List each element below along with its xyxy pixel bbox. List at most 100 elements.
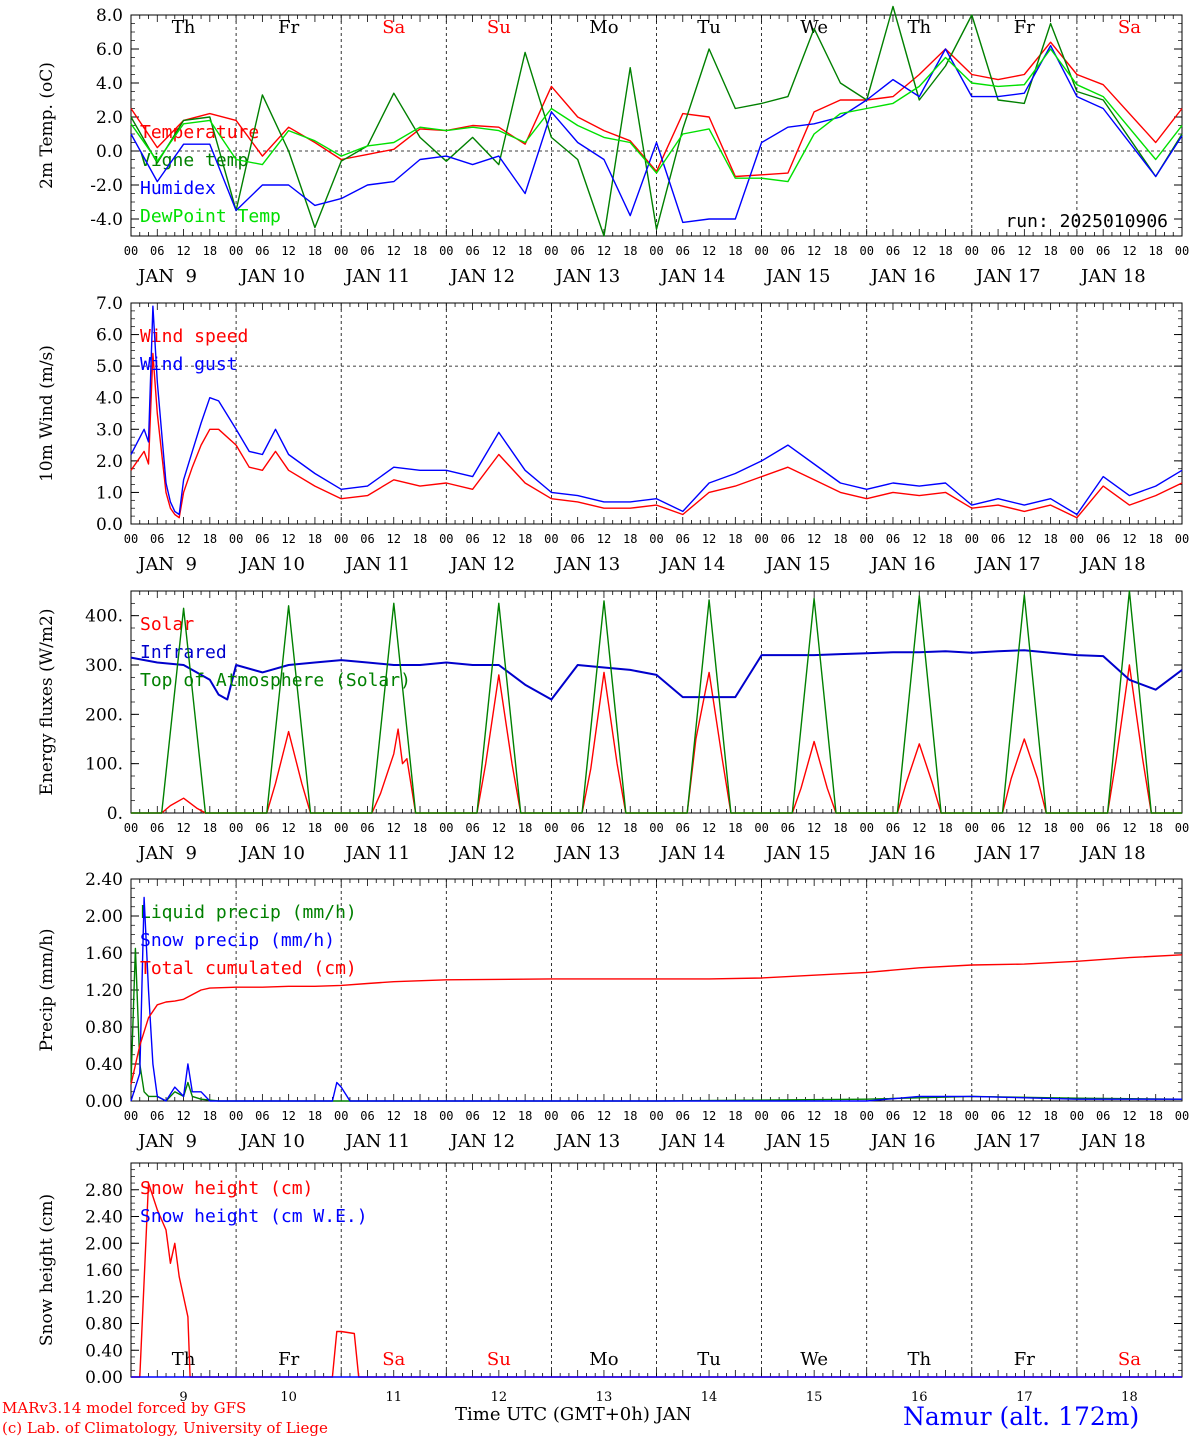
x-tick-label: 00 bbox=[649, 532, 663, 546]
date-label: JAN 13 bbox=[554, 843, 621, 864]
x-tick-label: 06 bbox=[781, 532, 795, 546]
weekday-label: Sa bbox=[1118, 1349, 1141, 1370]
x-tick-label: 00 bbox=[439, 532, 453, 546]
weekday-label: Fr bbox=[1014, 17, 1035, 38]
series-line bbox=[130, 5, 1183, 237]
y-tick-label: 0.00 bbox=[85, 1368, 123, 1388]
x-tick-label: 06 bbox=[570, 532, 584, 546]
x-tick-label: 00 bbox=[859, 821, 873, 835]
x-tick-label: 12 bbox=[912, 821, 926, 835]
date-label: JAN 13 bbox=[554, 1131, 621, 1152]
date-label: JAN 15 bbox=[764, 554, 831, 575]
x-tick-label: 06 bbox=[150, 821, 164, 835]
date-label: JAN 18 bbox=[1079, 554, 1146, 575]
x-tick-label: 00 bbox=[649, 821, 663, 835]
x-tick-label: 06 bbox=[886, 532, 900, 546]
x-tick-label: 00 bbox=[1175, 821, 1189, 835]
y-tick-label: 8.0 bbox=[96, 6, 123, 26]
date-label: JAN 11 bbox=[343, 843, 410, 864]
x-tick-label: 18 bbox=[623, 821, 637, 835]
x-tick-label: 18 bbox=[413, 244, 427, 258]
x-tick-label: 06 bbox=[886, 244, 900, 258]
x-tick-label: 00 bbox=[1175, 532, 1189, 546]
y-tick-label: 0. bbox=[107, 804, 123, 824]
x-tick-label: 00 bbox=[229, 821, 243, 835]
x-tick-label: 06 bbox=[150, 1109, 164, 1123]
date-label: JAN 12 bbox=[449, 266, 516, 287]
series-line bbox=[130, 896, 1182, 1102]
day-number-label: 17 bbox=[1016, 1390, 1033, 1405]
x-tick-label: 12 bbox=[702, 1109, 716, 1123]
y-tick-label: -4.0 bbox=[90, 210, 123, 230]
day-number-label: 18 bbox=[1121, 1390, 1138, 1405]
date-label: JAN 17 bbox=[974, 554, 1041, 575]
series-line bbox=[130, 305, 1183, 516]
x-tick-label: 00 bbox=[1070, 821, 1084, 835]
x-tick-label: 18 bbox=[518, 1109, 532, 1123]
x-tick-label: 06 bbox=[991, 1109, 1005, 1123]
x-tick-label: 06 bbox=[676, 244, 690, 258]
x-tick-label: 00 bbox=[439, 821, 453, 835]
weekday-label: Sa bbox=[1118, 17, 1141, 38]
x-tick-label: 18 bbox=[1043, 532, 1057, 546]
date-label: JAN 14 bbox=[659, 266, 726, 287]
y-tick-label: 100. bbox=[85, 755, 123, 775]
x-tick-label: 06 bbox=[360, 244, 374, 258]
x-tick-label: 18 bbox=[518, 532, 532, 546]
series-line bbox=[130, 48, 1183, 183]
weekday-label: Th bbox=[172, 1349, 196, 1370]
date-label: JAN 17 bbox=[974, 266, 1041, 287]
date-label: JAN 16 bbox=[869, 266, 936, 287]
y-tick-label: 300. bbox=[85, 656, 123, 676]
x-tick-label: 12 bbox=[492, 532, 506, 546]
x-tick-label: 06 bbox=[886, 1109, 900, 1123]
x-tick-label: 00 bbox=[649, 244, 663, 258]
x-tick-label: 00 bbox=[754, 1109, 768, 1123]
x-tick-label: 18 bbox=[308, 532, 322, 546]
x-tick-label: 00 bbox=[439, 244, 453, 258]
legend-entry: Total cumulated (cm) bbox=[140, 958, 357, 979]
y-tick-label: 2.80 bbox=[85, 1181, 123, 1201]
date-label: JAN 10 bbox=[238, 843, 305, 864]
legend-entry: Vigne temp bbox=[140, 150, 248, 171]
x-tick-label: 00 bbox=[859, 532, 873, 546]
x-tick-label: 06 bbox=[886, 821, 900, 835]
run-label: run: 2025010906 bbox=[1005, 211, 1168, 232]
x-tick-label: 06 bbox=[255, 244, 269, 258]
y-tick-label: 6.0 bbox=[96, 40, 123, 60]
x-tick-label: 12 bbox=[1122, 821, 1136, 835]
y-tick-label: 1.60 bbox=[85, 944, 123, 964]
date-label: JAN 9 bbox=[136, 554, 197, 575]
y-axis-label: Energy fluxes (W/m2) bbox=[37, 609, 57, 796]
x-tick-label: 18 bbox=[203, 244, 217, 258]
x-tick-label: 06 bbox=[570, 1109, 584, 1123]
x-tick-label: 00 bbox=[859, 1109, 873, 1123]
y-tick-label: 2.0 bbox=[96, 452, 123, 472]
x-tick-label: 00 bbox=[754, 821, 768, 835]
day-number-label: 10 bbox=[280, 1390, 297, 1405]
footer-model: MARv3.14 model forced by GFS bbox=[2, 1399, 247, 1417]
y-tick-label: 3.0 bbox=[96, 420, 123, 440]
day-number-label: 9 bbox=[179, 1390, 187, 1405]
x-tick-label: 18 bbox=[1043, 244, 1057, 258]
x-tick-label: 00 bbox=[334, 532, 348, 546]
x-tick-label: 06 bbox=[465, 1109, 479, 1123]
x-tick-label: 12 bbox=[807, 821, 821, 835]
x-tick-label: 06 bbox=[991, 532, 1005, 546]
x-tick-label: 06 bbox=[360, 821, 374, 835]
x-tick-label: 12 bbox=[1017, 821, 1031, 835]
x-tick-label: 18 bbox=[1043, 1109, 1057, 1123]
y-tick-label: 0.80 bbox=[85, 1018, 123, 1038]
x-tick-label: 18 bbox=[1148, 244, 1162, 258]
x-tick-label: 12 bbox=[912, 1109, 926, 1123]
x-tick-label: 18 bbox=[1148, 821, 1162, 835]
station-label: Namur (alt. 172m) bbox=[903, 1402, 1140, 1431]
x-tick-label: 12 bbox=[597, 1109, 611, 1123]
date-label: JAN 17 bbox=[974, 1131, 1041, 1152]
y-tick-label: 0.00 bbox=[85, 1092, 123, 1112]
x-tick-label: 00 bbox=[1070, 1109, 1084, 1123]
x-tick-label: 12 bbox=[912, 532, 926, 546]
weekday-label: Th bbox=[907, 17, 931, 38]
x-tick-label: 06 bbox=[676, 532, 690, 546]
date-label: JAN 10 bbox=[238, 266, 305, 287]
